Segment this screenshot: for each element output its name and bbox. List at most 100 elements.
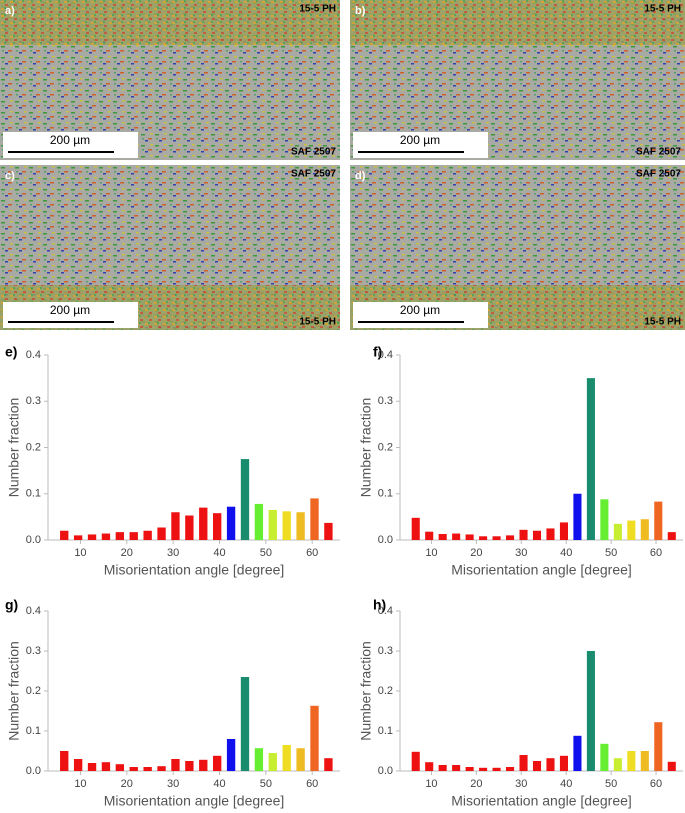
- x-axis-label: Misorientation angle [degree]: [104, 793, 285, 809]
- bar: [157, 766, 166, 771]
- bar: [60, 751, 69, 771]
- y-tick-label: 0.0: [26, 765, 41, 777]
- x-tick-label: 40: [560, 778, 572, 790]
- bar: [73, 759, 83, 771]
- x-tick-label: 60: [306, 547, 318, 559]
- bar: [171, 759, 180, 771]
- x-axis-label: Misorientation angle [degree]: [451, 562, 632, 578]
- bar: [185, 761, 194, 771]
- bar: [157, 527, 166, 540]
- bar: [296, 748, 305, 771]
- bar: [101, 533, 111, 540]
- y-tick-label: 0.1: [26, 488, 41, 500]
- bar: [185, 515, 194, 540]
- material-label: SAF 2507: [291, 169, 336, 180]
- x-tick-label: 40: [213, 778, 225, 790]
- bar: [268, 509, 277, 540]
- bar: [559, 522, 569, 540]
- bar: [532, 530, 542, 540]
- bar: [310, 498, 319, 540]
- bar: [171, 512, 180, 540]
- bar: [254, 748, 264, 771]
- bar: [519, 755, 528, 771]
- y-tick-label: 0.3: [378, 645, 393, 657]
- bar: [324, 522, 333, 540]
- bar: [627, 520, 636, 540]
- scale-bar: [358, 151, 464, 153]
- bar: [546, 758, 555, 771]
- scale-bar-box: [353, 132, 488, 158]
- x-tick-label: 10: [425, 778, 437, 790]
- bar: [573, 493, 582, 540]
- x-tick-label: 50: [605, 778, 617, 790]
- bar: [199, 759, 208, 771]
- x-tick-label: 50: [605, 547, 617, 559]
- y-tick-label: 0.4: [26, 349, 41, 361]
- x-tick-label: 20: [121, 547, 133, 559]
- panel-label: f): [373, 344, 382, 360]
- bar: [546, 528, 555, 540]
- bar: [613, 758, 622, 771]
- y-tick-label: 0.0: [378, 765, 393, 777]
- scale-bar-label: 200 µm: [50, 303, 90, 317]
- bar: [479, 767, 488, 771]
- y-tick-label: 0.1: [378, 488, 393, 500]
- bar: [310, 705, 319, 771]
- bar: [115, 532, 125, 540]
- x-tick-label: 20: [470, 778, 482, 790]
- x-tick-label: 40: [213, 547, 225, 559]
- x-tick-label: 60: [650, 778, 662, 790]
- bar: [324, 758, 333, 771]
- y-tick-label: 0.4: [26, 605, 41, 617]
- bar: [654, 722, 663, 771]
- bar: [613, 523, 622, 540]
- y-tick-label: 0.4: [378, 605, 393, 617]
- x-tick-label: 30: [167, 547, 179, 559]
- bar: [213, 755, 222, 771]
- scale-bar: [8, 151, 114, 153]
- bar: [519, 529, 528, 540]
- x-axis-label: Misorientation angle [degree]: [104, 562, 285, 578]
- bar: [411, 751, 420, 771]
- panel-label: a): [5, 5, 15, 17]
- bar: [425, 531, 434, 540]
- micrograph-region: [0, 0, 340, 45]
- bar: [600, 743, 609, 771]
- x-tick-label: 60: [306, 778, 318, 790]
- bar: [586, 378, 595, 540]
- panel-label: d): [355, 170, 366, 182]
- bar: [600, 499, 609, 540]
- panel-label: b): [355, 5, 366, 17]
- y-axis-label: Number fraction: [6, 398, 22, 498]
- bar: [667, 761, 676, 771]
- x-tick-label: 20: [121, 778, 133, 790]
- x-tick-label: 40: [560, 547, 572, 559]
- y-tick-label: 0.4: [378, 349, 393, 361]
- bar: [296, 512, 305, 540]
- bar: [60, 530, 69, 540]
- bar: [465, 767, 474, 771]
- bar: [627, 751, 636, 771]
- bar: [87, 763, 97, 771]
- x-axis-label: Misorientation angle [degree]: [451, 793, 632, 809]
- y-tick-label: 0.2: [378, 441, 393, 453]
- bar: [282, 745, 291, 771]
- bar: [199, 507, 208, 540]
- bar: [226, 506, 236, 540]
- y-tick-label: 0.0: [378, 534, 393, 546]
- x-tick-label: 10: [74, 547, 86, 559]
- x-tick-label: 30: [167, 778, 179, 790]
- bar: [479, 536, 488, 540]
- bar: [640, 751, 649, 771]
- material-label: 15-5 PH: [299, 4, 336, 15]
- bar: [452, 533, 461, 540]
- bar: [282, 511, 291, 540]
- bar: [586, 651, 595, 771]
- scale-bar-box: [3, 302, 138, 328]
- bar: [240, 677, 250, 771]
- bar: [254, 503, 264, 540]
- panel-label: h): [373, 597, 386, 613]
- bar: [438, 533, 447, 540]
- bar: [240, 459, 250, 540]
- bar: [506, 767, 515, 771]
